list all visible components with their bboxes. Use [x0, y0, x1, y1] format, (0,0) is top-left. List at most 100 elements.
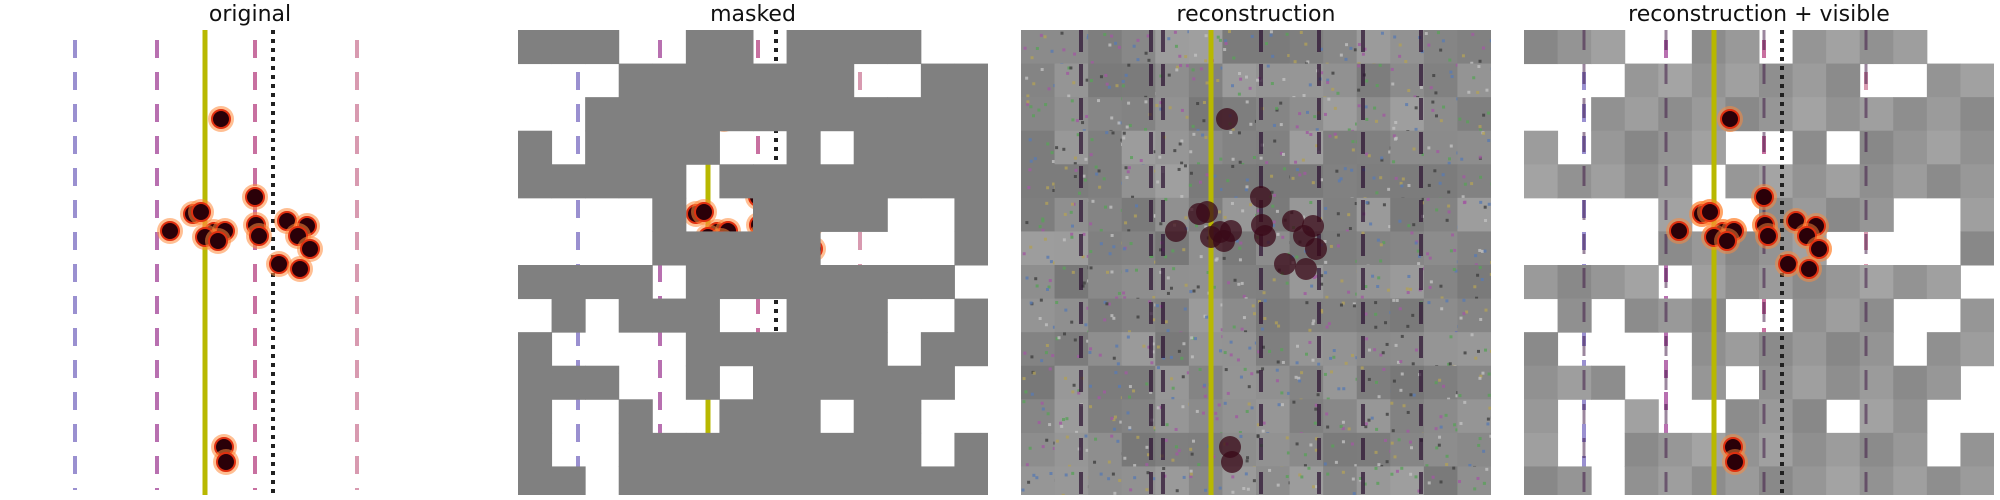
mask-patch	[753, 466, 788, 495]
noise-pixel	[1481, 371, 1485, 375]
ball-icon	[1305, 238, 1327, 260]
noise-pixel	[1051, 160, 1055, 164]
background	[15, 30, 485, 495]
recon-patch	[1054, 466, 1089, 495]
mask-patch	[887, 164, 922, 199]
mask-patch	[753, 432, 788, 467]
mask-patch	[786, 197, 821, 232]
ball-icon	[216, 452, 236, 472]
noise-pixel	[1326, 472, 1330, 476]
recon-patch	[1691, 298, 1726, 333]
noise-pixel	[1273, 139, 1277, 143]
noise-pixel	[1062, 147, 1066, 151]
recon-patch	[1524, 164, 1559, 199]
noise-pixel	[1045, 438, 1049, 442]
noise-pixel	[1470, 333, 1474, 337]
noise-pixel	[1332, 355, 1336, 359]
noise-pixel	[1077, 389, 1081, 393]
noise-pixel	[1098, 353, 1102, 357]
noise-pixel	[1182, 342, 1186, 346]
noise-pixel	[1421, 153, 1425, 157]
noise-pixel	[1352, 492, 1356, 495]
noise-pixel	[1177, 167, 1181, 171]
recon-patch	[1926, 63, 1961, 98]
noise-pixel	[1045, 343, 1049, 347]
noise-pixel	[1478, 59, 1482, 63]
noise-pixel	[1127, 330, 1131, 334]
mask-patch	[954, 97, 988, 132]
noise-pixel	[1126, 335, 1130, 339]
noise-pixel	[1385, 412, 1389, 416]
noise-pixel	[1021, 488, 1025, 492]
noise-pixel	[1308, 328, 1312, 332]
noise-pixel	[1282, 77, 1286, 81]
noise-pixel	[1418, 254, 1422, 258]
noise-pixel	[1352, 304, 1356, 308]
noise-pixel	[1350, 353, 1354, 357]
noise-pixel	[1314, 485, 1318, 489]
noise-pixel	[1158, 405, 1162, 409]
noise-pixel	[1035, 476, 1039, 480]
noise-pixel	[1384, 321, 1388, 325]
recon-patch	[1960, 197, 1994, 232]
noise-pixel	[1316, 393, 1320, 397]
noise-pixel	[1089, 153, 1093, 157]
noise-pixel	[1231, 84, 1235, 88]
noise-pixel	[1240, 281, 1244, 285]
noise-pixel	[1052, 325, 1056, 329]
noise-pixel	[1201, 411, 1205, 415]
noise-pixel	[1329, 244, 1333, 248]
noise-pixel	[1159, 101, 1163, 105]
noise-pixel	[1112, 418, 1116, 422]
noise-pixel	[1351, 148, 1355, 152]
noise-pixel	[1484, 348, 1488, 352]
mask-patch	[652, 130, 687, 165]
noise-pixel	[1398, 43, 1402, 47]
recon-patch	[1021, 432, 1056, 467]
noise-pixel	[1392, 160, 1396, 164]
noise-pixel	[1453, 423, 1457, 427]
noise-pixel	[1381, 351, 1385, 355]
noise-pixel	[1395, 469, 1399, 473]
noise-pixel	[1199, 67, 1203, 71]
noise-pixel	[1050, 151, 1054, 155]
noise-pixel	[1231, 128, 1235, 132]
noise-pixel	[1238, 246, 1242, 250]
noise-pixel	[1453, 248, 1457, 252]
noise-pixel	[1345, 43, 1349, 47]
recon-patch	[1960, 466, 1994, 495]
noise-pixel	[1189, 290, 1193, 294]
mask-patch	[551, 298, 586, 333]
noise-pixel	[1203, 394, 1207, 398]
recon-patch	[1524, 399, 1559, 434]
noise-pixel	[1043, 237, 1047, 241]
recon-patch	[1960, 164, 1994, 199]
noise-pixel	[1213, 174, 1217, 178]
noise-pixel	[1152, 295, 1156, 299]
recon-patch	[1457, 63, 1491, 98]
noise-pixel	[1256, 370, 1260, 374]
noise-pixel	[1265, 161, 1269, 165]
ball-icon	[1700, 202, 1720, 222]
noise-pixel	[1427, 146, 1431, 150]
mask-patch	[685, 231, 720, 266]
panel-title: masked	[710, 2, 796, 27]
noise-pixel	[1397, 438, 1401, 442]
noise-pixel	[1156, 366, 1160, 370]
noise-pixel	[1238, 160, 1242, 164]
noise-pixel	[1419, 85, 1423, 89]
noise-pixel	[1180, 195, 1184, 199]
noise-pixel	[1483, 205, 1487, 209]
noise-pixel	[1480, 278, 1484, 282]
recon-patch	[1557, 164, 1592, 199]
noise-pixel	[1331, 71, 1335, 75]
noise-pixel	[1307, 466, 1311, 470]
noise-pixel	[1478, 266, 1482, 270]
noise-pixel	[1482, 449, 1486, 453]
noise-pixel	[1313, 421, 1317, 425]
noise-pixel	[1319, 47, 1323, 51]
mask-patch	[719, 164, 754, 199]
noise-pixel	[1379, 176, 1383, 180]
noise-pixel	[1090, 61, 1094, 65]
noise-pixel	[1035, 46, 1039, 50]
